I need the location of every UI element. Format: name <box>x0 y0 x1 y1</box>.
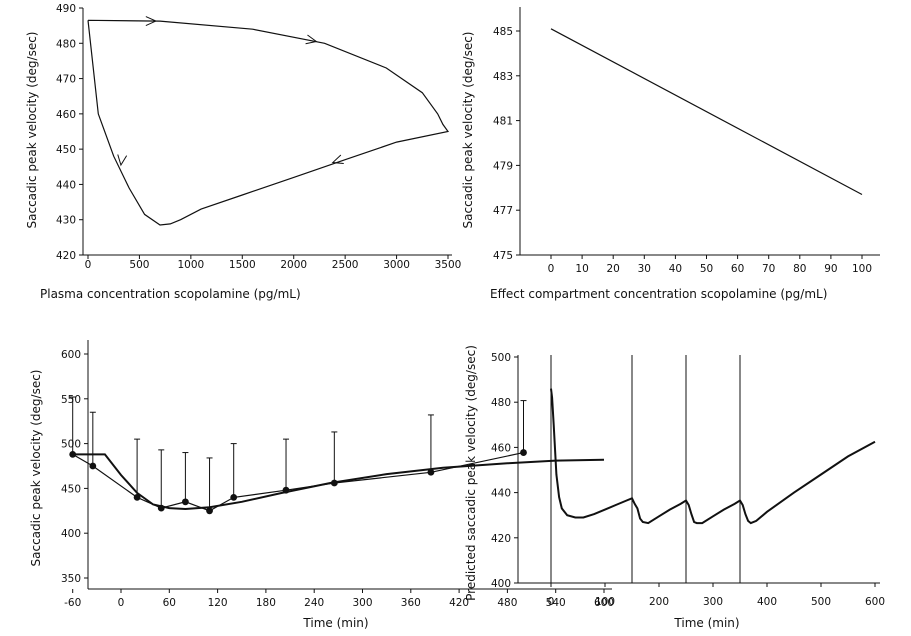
y-tick-label: 500 <box>491 352 511 364</box>
y-tick-label: 470 <box>56 74 76 86</box>
x-tick-label: -60 <box>64 597 81 609</box>
x-tick-label: 0 <box>85 259 92 271</box>
y-axis-label: Saccadic peak velocity (deg/sec) <box>25 32 39 229</box>
x-tick-label: 400 <box>757 596 777 608</box>
data-point <box>157 504 165 512</box>
y-tick-label: 481 <box>493 116 513 128</box>
x-tick-label: 0 <box>118 597 125 609</box>
direction-arrow <box>305 34 318 45</box>
x-tick-label: 80 <box>793 263 806 275</box>
y-axis-label: Saccadic peak velocity (deg/sec) <box>461 32 475 229</box>
x-tick-label: 40 <box>669 263 682 275</box>
series-line <box>550 28 863 196</box>
direction-arrow <box>117 154 128 167</box>
x-tick-label: 180 <box>256 597 276 609</box>
x-axis-label: Plasma concentration scopolamine (pg/mL) <box>40 287 301 301</box>
y-tick-label: 460 <box>56 109 76 121</box>
y-tick-label: 440 <box>491 488 511 500</box>
y-axis-label: Saccadic peak velocity (deg/sec) <box>29 370 43 567</box>
x-tick-label: 1000 <box>177 259 204 271</box>
data-point <box>330 479 338 487</box>
panel-top-right: 0 10 20 30 40 50 60 70 80 90 100 475 477 479 481 483 485… <box>461 7 880 301</box>
observed-line <box>72 452 524 512</box>
x-axis-label: Time (min) <box>302 616 368 630</box>
x-tick-label: 540 <box>546 597 566 609</box>
data-point <box>282 486 290 494</box>
y-tick-label: 400 <box>491 578 511 590</box>
x-tick-label: 70 <box>762 263 775 275</box>
x-tick-label: 60 <box>163 597 176 609</box>
x-tick-label: 500 <box>811 596 831 608</box>
x-tick-label: 90 <box>824 263 837 275</box>
x-tick-label: 420 <box>449 597 469 609</box>
y-tick-label: 420 <box>56 250 76 262</box>
x-tick-label: 2000 <box>280 259 307 271</box>
x-tick-label: 300 <box>703 596 723 608</box>
x-tick-label: 100 <box>852 263 872 275</box>
y-tick-label: 400 <box>61 528 81 540</box>
y-tick-label: 485 <box>493 26 513 38</box>
y-tick-label: 420 <box>491 533 511 545</box>
y-tick-label: 440 <box>56 179 76 191</box>
y-tick-label: 475 <box>493 250 513 262</box>
data-point <box>89 462 97 470</box>
panel-bottom-left: -60 0 60 120 180 240 300 360 420 480 540 600 350 400 4… <box>29 340 614 630</box>
y-tick-label: 490 <box>56 3 76 15</box>
x-tick-label: 600 <box>865 596 885 608</box>
panel-top-left: 0 500 1000 1500 2000 2500 3000 3500 420 430 440 450… <box>25 3 461 301</box>
x-tick-label: 500 <box>129 259 149 271</box>
data-point <box>69 450 77 458</box>
y-tick-label: 450 <box>61 483 81 495</box>
x-tick-label: 120 <box>208 597 228 609</box>
y-tick-label: 450 <box>56 144 76 156</box>
y-tick-label: 350 <box>61 573 81 585</box>
y-tick-label: 430 <box>56 215 76 227</box>
x-tick-label: 50 <box>700 263 713 275</box>
model-line <box>72 453 605 511</box>
x-axis-label: Time (min) <box>673 616 739 630</box>
x-tick-label: 0 <box>548 596 555 608</box>
y-tick-label: 460 <box>491 442 511 454</box>
y-tick-label: 600 <box>61 349 81 361</box>
x-tick-label: 60 <box>731 263 744 275</box>
data-point <box>230 493 238 501</box>
data-point <box>427 468 435 476</box>
x-tick-label: 200 <box>649 596 669 608</box>
data-point <box>133 493 141 501</box>
x-tick-label: 360 <box>401 597 421 609</box>
x-tick-label: 20 <box>607 263 620 275</box>
data-point <box>520 449 527 456</box>
y-tick-label: 500 <box>61 439 81 451</box>
x-axis-label: Effect compartment concentration scopola… <box>490 287 827 301</box>
x-tick-label: 10 <box>575 263 588 275</box>
x-tick-label: 2500 <box>332 259 359 271</box>
y-tick-label: 483 <box>493 71 513 83</box>
x-tick-label: 100 <box>595 596 615 608</box>
panel-bottom-right: 0 100 200 300 400 500 600 400 420 440 460 480 500 Tim… <box>464 345 885 630</box>
direction-arrow <box>331 154 344 165</box>
y-tick-label: 480 <box>491 397 511 409</box>
series-line <box>87 19 450 226</box>
data-point <box>182 498 189 506</box>
y-tick-label: 480 <box>56 38 76 50</box>
x-tick-label: 480 <box>497 597 517 609</box>
y-tick-label: 477 <box>493 205 513 217</box>
x-tick-label: 1500 <box>229 259 256 271</box>
data-point <box>206 507 213 515</box>
series-line <box>550 388 876 525</box>
x-tick-label: 3500 <box>435 259 462 271</box>
direction-arrow <box>145 16 158 26</box>
x-tick-label: 240 <box>304 597 324 609</box>
x-tick-label: 3000 <box>383 259 410 271</box>
x-tick-label: 30 <box>638 263 651 275</box>
y-tick-label: 550 <box>61 394 81 406</box>
x-tick-label: 0 <box>548 263 555 275</box>
x-tick-label: 300 <box>352 597 372 609</box>
y-axis-label: Predicted saccadic peak velocity (deg/se… <box>464 345 478 601</box>
x-tick-label: 600 <box>594 597 614 609</box>
y-tick-label: 479 <box>493 160 513 172</box>
